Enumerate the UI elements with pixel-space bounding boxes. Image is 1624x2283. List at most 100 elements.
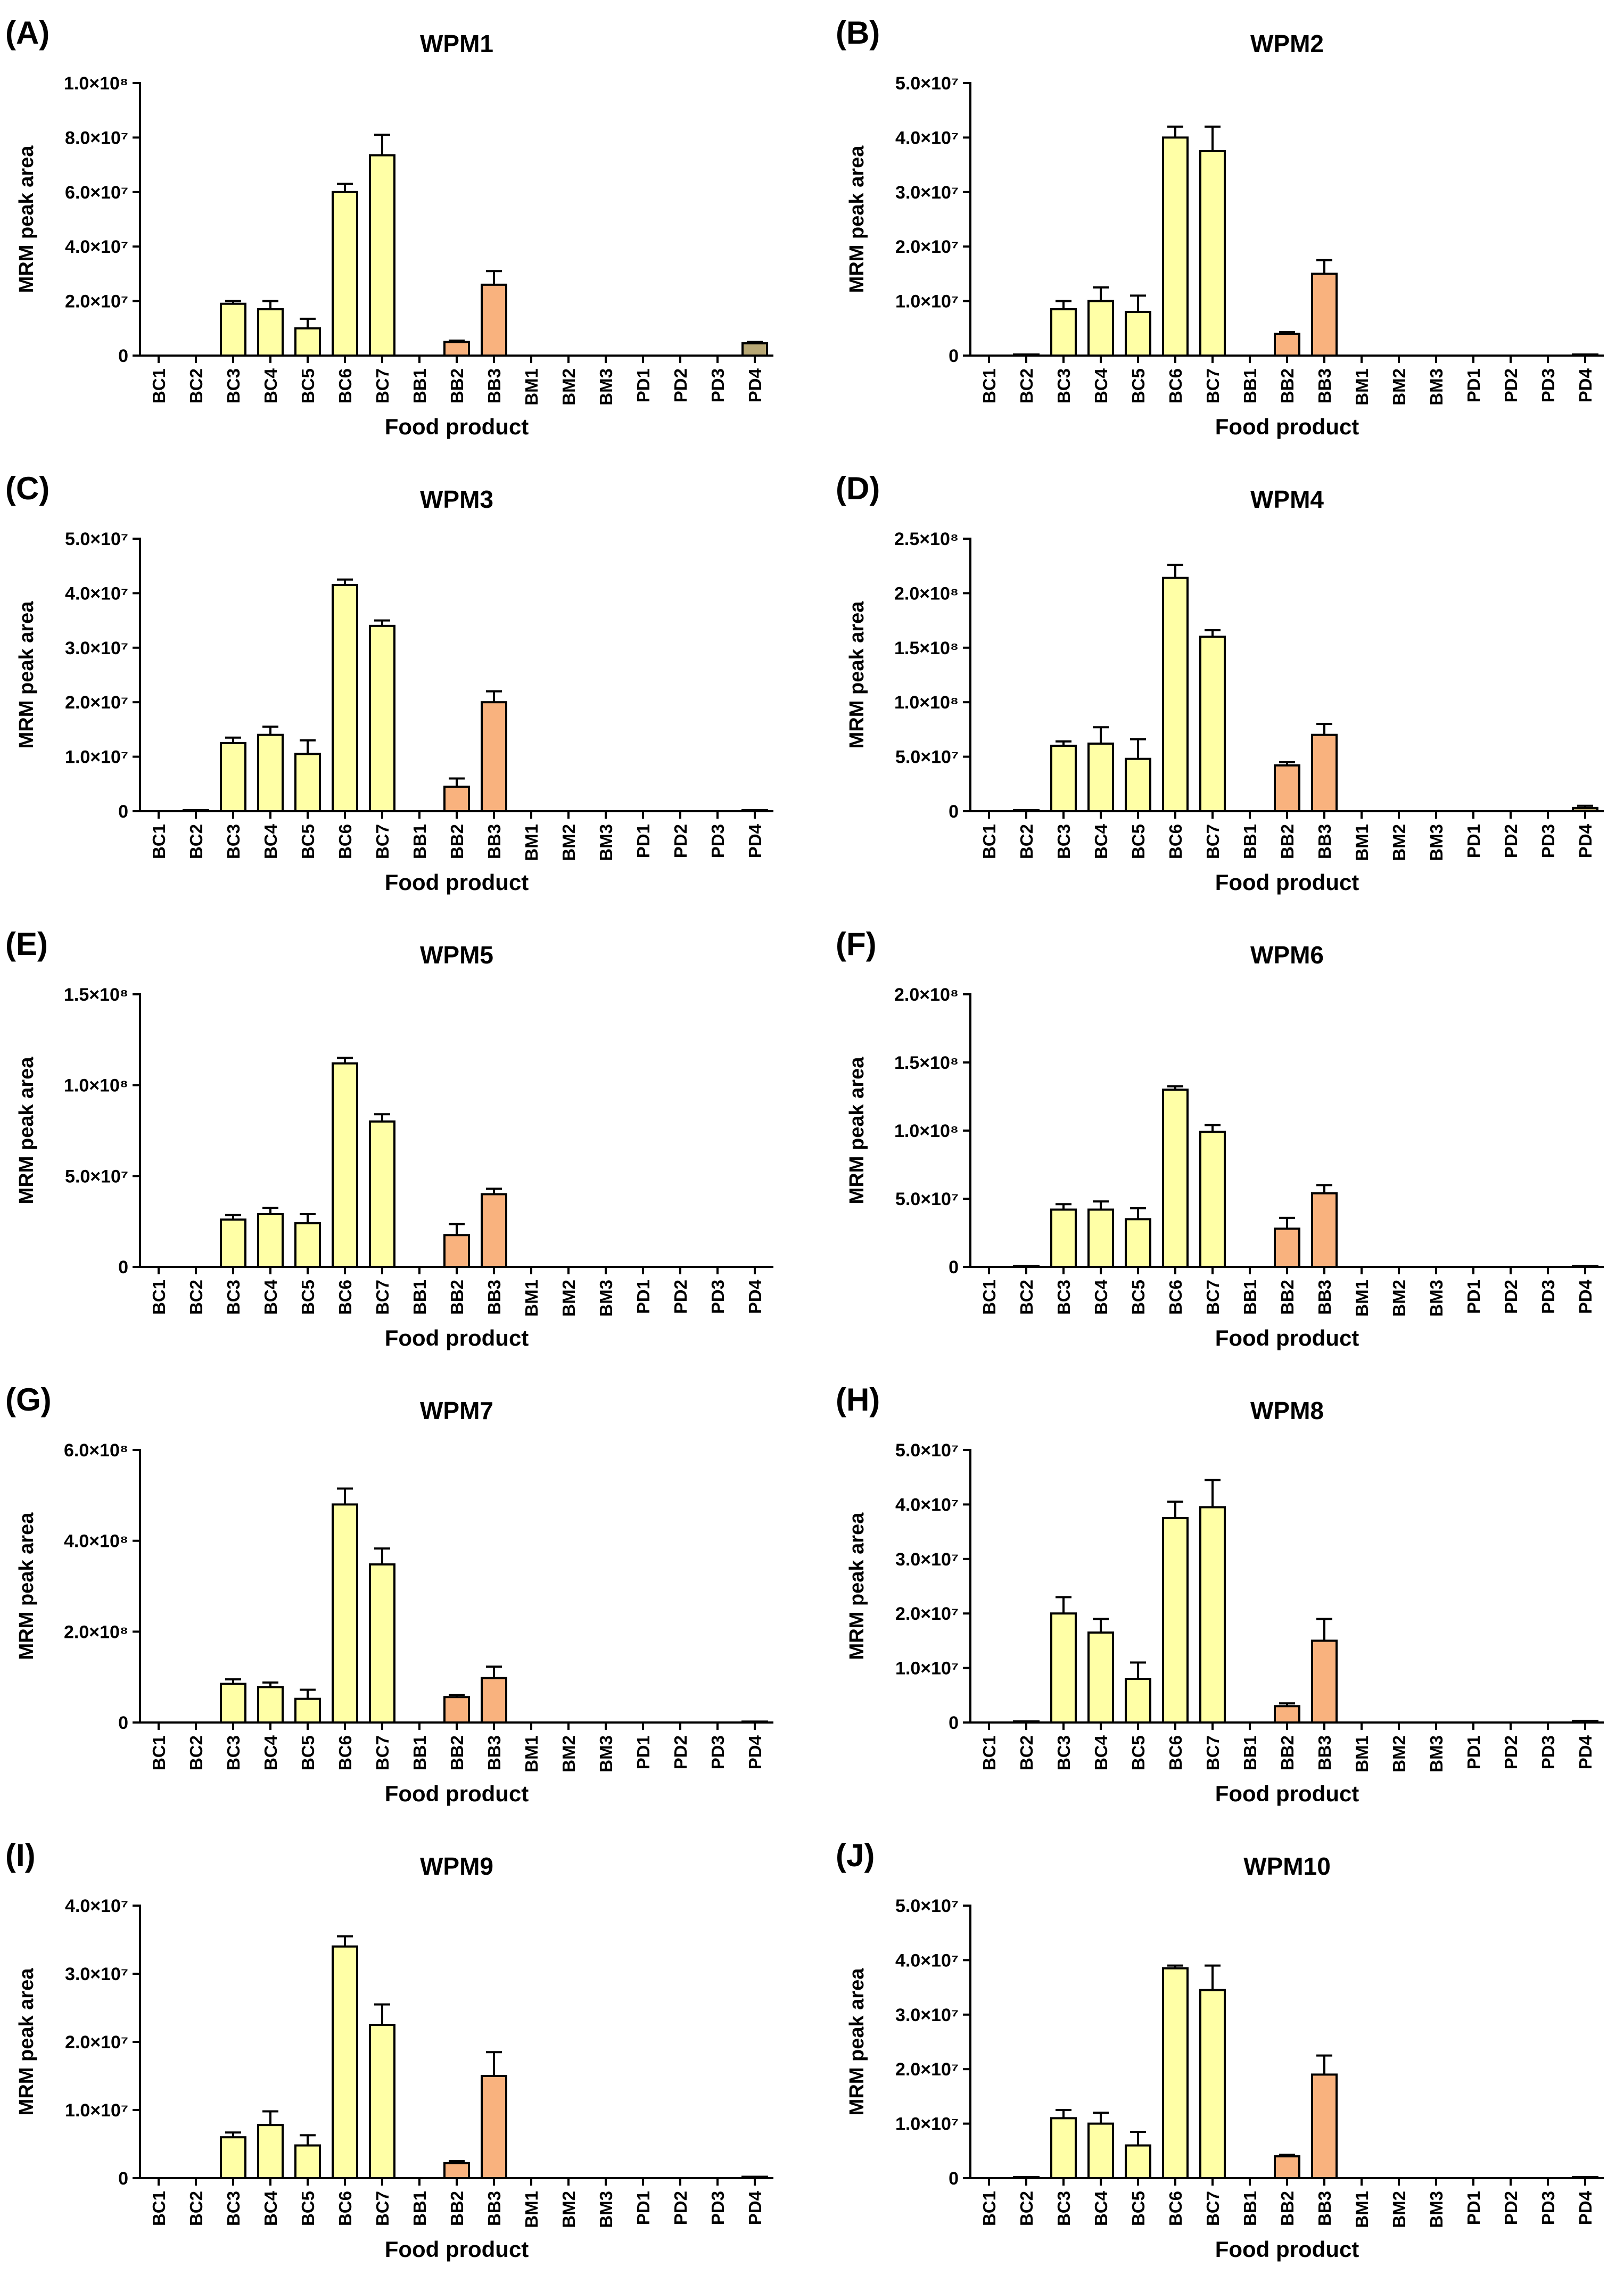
y-tick-label: 4.0×10⁷	[895, 1950, 959, 1971]
x-tick-label: BM3	[596, 824, 616, 861]
x-tick-label: BC5	[298, 368, 318, 403]
y-tick-label: 1.0×10⁸	[894, 693, 959, 713]
x-axis-label: Food product	[385, 414, 529, 439]
x-tick-label: PD1	[633, 824, 653, 858]
y-tick-label: 3.0×10⁷	[895, 183, 959, 203]
x-tick-label: BB2	[1277, 2191, 1297, 2226]
x-tick-label: BC2	[1017, 368, 1036, 403]
x-tick-label: BC5	[1128, 1735, 1148, 1770]
x-tick-label: BM2	[1389, 1280, 1409, 1317]
bar-bc3	[1050, 745, 1077, 812]
y-tick-label: 0	[118, 1713, 128, 1733]
chart-panel-wpm1: (A) WPM1 MRM peak area 0 2.0×10⁷ 4.0×10⁷ 6.0×1…	[5, 15, 773, 439]
bar-bb2	[1274, 764, 1300, 813]
x-tick-label: BB3	[484, 368, 504, 403]
x-axis-label: Food product	[1215, 870, 1359, 895]
panel-letter: (G)	[5, 1382, 52, 1417]
x-tick-label: BC1	[979, 2191, 999, 2226]
x-tick-label: PD4	[745, 368, 765, 402]
x-tick-label: BC4	[1091, 823, 1111, 859]
panel-letter: (F)	[836, 926, 877, 962]
panel-letter: (A)	[5, 15, 50, 51]
x-tick-label: PD2	[1501, 2191, 1521, 2225]
bar-bc6	[332, 1503, 358, 1724]
y-axis-label: MRM peak area	[15, 1057, 38, 1205]
y-axis-label: MRM peak area	[846, 601, 868, 749]
y-tick-label: 0	[949, 802, 959, 822]
bar-bc5	[1125, 2144, 1151, 2179]
x-tick-label: BC2	[186, 824, 206, 859]
chart-panel-wpm10: (J) WPM10 MRM peak area 0 1.0×10⁷ 2.0×10⁷ 3.0×…	[836, 1837, 1604, 2262]
y-tick-label: 6.0×10⁸	[64, 1440, 128, 1461]
x-tick-label: PD4	[1576, 1279, 1595, 1314]
x-tick-label: PD3	[708, 2191, 728, 2225]
x-axis-label: Food product	[385, 2237, 529, 2262]
x-tick-label: BC3	[224, 1735, 243, 1770]
y-axis-label: MRM peak area	[846, 1968, 868, 2116]
x-tick-label: BB3	[484, 2191, 504, 2226]
x-tick-label: PD4	[1576, 2190, 1595, 2225]
panel-title: WPM9	[420, 1852, 493, 1880]
x-tick-label: BC6	[1166, 2191, 1185, 2226]
y-tick-label: 1.0×10⁸	[64, 1076, 128, 1096]
bar-bc6	[332, 584, 358, 812]
x-tick-label: BC6	[335, 1735, 355, 1770]
bar-bc2	[1013, 1265, 1040, 1268]
panel-letter: (I)	[5, 1837, 36, 1873]
x-tick-label: PD1	[633, 368, 653, 402]
x-tick-label: BC6	[1166, 1280, 1185, 1315]
x-tick-label: BC5	[298, 1280, 318, 1315]
y-tick-label: 1.0×10⁷	[895, 292, 959, 312]
x-tick-label: BC4	[261, 1735, 281, 1770]
bar-bc3	[220, 2136, 246, 2180]
y-tick-label: 6.0×10⁷	[65, 183, 128, 203]
x-tick-label: BB3	[1315, 824, 1334, 859]
y-tick-label: 2.0×10⁷	[65, 693, 128, 713]
y-tick-label: 2.0×10⁷	[65, 292, 128, 312]
x-tick-label: PD1	[1464, 1280, 1483, 1314]
x-tick-label: BB2	[1277, 368, 1297, 403]
x-tick-label: PD3	[1538, 2191, 1558, 2225]
x-tick-label: BC3	[1054, 2191, 1074, 2226]
panel-letter: (J)	[836, 1837, 875, 1873]
x-tick-label: BB1	[1240, 824, 1260, 859]
bar-bc7	[1199, 150, 1226, 357]
x-tick-label: PD2	[1501, 368, 1521, 402]
bar-bb3	[481, 701, 507, 813]
bar-bb3	[1311, 733, 1338, 813]
x-axis-label: Food product	[1215, 1781, 1359, 1806]
y-axis-label: MRM peak area	[846, 1057, 868, 1205]
x-tick-label: BB2	[1277, 1280, 1297, 1315]
x-tick-label: PD1	[633, 1280, 653, 1314]
y-tick-label: 3.0×10⁷	[65, 638, 128, 658]
y-tick-label: 3.0×10⁷	[895, 1550, 959, 1570]
x-tick-label: BC3	[1054, 1280, 1074, 1315]
x-tick-label: BC4	[1091, 2190, 1111, 2226]
x-tick-label: BB2	[447, 824, 467, 859]
bar-bc4	[1087, 300, 1114, 357]
bar-bc2	[1013, 809, 1040, 813]
y-tick-label: 0	[118, 802, 128, 822]
bar-bc5	[1125, 311, 1151, 357]
bar-bb3	[1311, 273, 1338, 357]
x-tick-label: BB2	[447, 2191, 467, 2226]
x-tick-label: BC6	[1166, 1735, 1185, 1770]
x-tick-label: BM1	[1352, 824, 1372, 861]
x-tick-label: BC5	[298, 2191, 318, 2226]
x-tick-label: PD3	[708, 368, 728, 402]
x-tick-label: PD2	[671, 1280, 690, 1314]
bar-bc6	[1162, 1089, 1189, 1268]
bar-bc2	[1013, 1720, 1040, 1724]
x-tick-label: BM1	[522, 824, 541, 861]
bar-pd4	[741, 1720, 768, 1724]
x-axis-label: Food product	[385, 1781, 529, 1806]
y-tick-label: 1.0×10⁷	[65, 2100, 128, 2121]
bar-bc4	[257, 308, 284, 357]
x-tick-label: PD2	[671, 824, 690, 858]
x-tick-label: BM2	[1389, 368, 1409, 406]
panel-letter: (B)	[836, 15, 880, 51]
x-tick-label: BC2	[1017, 2191, 1036, 2226]
x-tick-label: BB2	[447, 368, 467, 403]
x-tick-label: PD3	[1538, 824, 1558, 858]
x-tick-label: BC2	[186, 368, 206, 403]
